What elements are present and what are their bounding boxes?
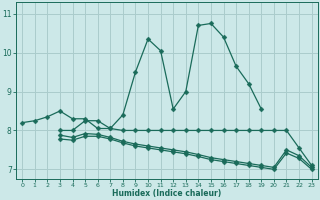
X-axis label: Humidex (Indice chaleur): Humidex (Indice chaleur) [112, 189, 221, 198]
